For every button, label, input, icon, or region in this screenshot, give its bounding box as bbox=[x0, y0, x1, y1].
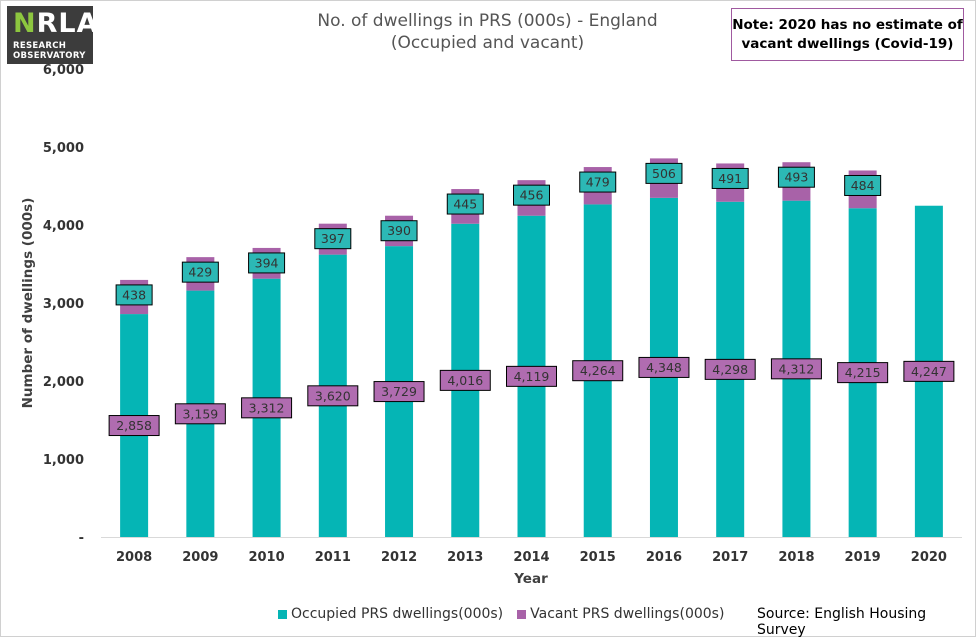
note-box: Note: 2020 has no estimate of vacant dwe… bbox=[731, 8, 964, 61]
data-label-vacant-2019: 484 bbox=[851, 178, 875, 193]
logo-line2: OBSERVATORY bbox=[13, 51, 86, 61]
nrla-logo: NRLA RESEARCH OBSERVATORY bbox=[7, 6, 98, 64]
label-box-occupied-2017 bbox=[704, 358, 756, 380]
legend-label-vacant: Vacant PRS dwellings(000s) bbox=[530, 606, 725, 622]
data-label-occupied-2015: 4,264 bbox=[580, 363, 616, 378]
y-tick-label: - bbox=[79, 531, 84, 546]
label-box-occupied-2011 bbox=[307, 385, 359, 407]
data-label-occupied-2011: 3,620 bbox=[315, 388, 351, 403]
x-tick-label-2019: 2019 bbox=[845, 550, 881, 565]
data-label-occupied-2010: 3,312 bbox=[249, 400, 285, 415]
title-line2: (Occupied and vacant) bbox=[390, 33, 585, 53]
bar-layer bbox=[120, 158, 943, 538]
label-box-vacant-2016 bbox=[645, 162, 683, 184]
y-tick-layer: - 1,000 2,000 3,000 4,000 5,000 6,000 bbox=[43, 63, 84, 546]
legend-label-occupied: Occupied PRS dwellings(000s) bbox=[291, 606, 504, 622]
x-tick-label-2016: 2016 bbox=[646, 550, 682, 565]
data-label-vacant-2018: 493 bbox=[784, 170, 808, 185]
y-tick-label: 6,000 bbox=[43, 63, 84, 78]
y-tick-label: 5,000 bbox=[43, 141, 84, 156]
legend-item-vacant: Vacant PRS dwellings(000s) bbox=[517, 606, 724, 622]
data-label-vacant-2009: 429 bbox=[188, 265, 212, 280]
x-tick-label-2008: 2008 bbox=[116, 550, 152, 565]
data-label-vacant-2015: 479 bbox=[586, 175, 610, 190]
label-box-vacant-2015 bbox=[579, 171, 617, 193]
label-box-occupied-2018 bbox=[770, 358, 822, 380]
label-box-occupied-2014 bbox=[506, 365, 557, 387]
data-label-occupied-2019: 4,215 bbox=[845, 365, 881, 380]
label-box-vacant-2013 bbox=[446, 193, 484, 215]
data-label-occupied-2012: 3,729 bbox=[381, 384, 417, 399]
label-box-vacant-2018 bbox=[777, 166, 815, 188]
x-tick-label-2018: 2018 bbox=[778, 550, 814, 565]
label-box-occupied-2013 bbox=[439, 369, 491, 391]
source-note: Source: English Housing Survey bbox=[757, 606, 927, 638]
x-tick-label-2014: 2014 bbox=[513, 550, 549, 565]
label-box-occupied-2019 bbox=[837, 362, 889, 384]
data-label-vacant-2013: 445 bbox=[453, 197, 477, 212]
data-label-vacant-2014: 456 bbox=[520, 188, 544, 203]
label-box-occupied-2016 bbox=[638, 356, 690, 378]
legend-item-occupied: Occupied PRS dwellings(000s) bbox=[278, 606, 503, 622]
y-axis-title: Number of dwellings (000s) bbox=[20, 198, 36, 409]
x-tick-label-2011: 2011 bbox=[315, 550, 351, 565]
legend-swatch-occupied bbox=[278, 609, 287, 619]
note-line1: Note: 2020 has no estimate of bbox=[732, 16, 963, 33]
x-tick-label-2009: 2009 bbox=[182, 550, 218, 565]
x-tick-label-2013: 2013 bbox=[447, 550, 483, 565]
x-tick-label-2012: 2012 bbox=[381, 550, 417, 565]
note-line2: vacant dwellings (Covid-19) bbox=[741, 35, 954, 52]
label-box-occupied-2010 bbox=[241, 397, 293, 419]
label-box-vacant-2019 bbox=[844, 174, 882, 196]
legend-swatch-vacant bbox=[517, 609, 527, 619]
chart-title: No. of dwellings in PRS (000s) - England… bbox=[250, 10, 725, 54]
label-box-vacant-2012 bbox=[380, 220, 418, 242]
label-box-occupied-2008 bbox=[108, 415, 160, 437]
logo-mark: NRLA bbox=[13, 8, 99, 39]
x-tick-label-2017: 2017 bbox=[712, 550, 748, 565]
y-tick-label: 4,000 bbox=[43, 219, 84, 234]
label-box-occupied-2015 bbox=[572, 360, 624, 382]
data-label-vacant-2008: 438 bbox=[122, 287, 146, 302]
x-tick-label-2015: 2015 bbox=[580, 550, 616, 565]
data-label-occupied-2016: 4,348 bbox=[646, 360, 682, 375]
logo-line1: RESEARCH bbox=[13, 41, 67, 51]
y-tick-label: 2,000 bbox=[43, 375, 84, 390]
data-label-vacant-2017: 491 bbox=[718, 171, 742, 186]
data-label-occupied-2017: 4,298 bbox=[712, 362, 748, 377]
title-line1: No. of dwellings in PRS (000s) - England bbox=[317, 11, 658, 31]
data-label-occupied-2009: 3,159 bbox=[182, 406, 218, 421]
x-axis-title: Year bbox=[513, 571, 548, 587]
label-box-occupied-2012 bbox=[373, 381, 425, 403]
data-label-vacant-2012: 390 bbox=[387, 223, 411, 238]
x-tick-label-2010: 2010 bbox=[248, 550, 284, 565]
x-tick-layer: 2008 2009 2010 2011 2012 2013 2014 2015 2016 2017… bbox=[116, 550, 947, 565]
data-label-occupied-2018: 4,312 bbox=[779, 361, 815, 376]
data-label-layer: 2,858 438 3,159 429 3,312 394 3,620 397 3,729 390… bbox=[108, 162, 955, 437]
data-label-occupied-2008: 2,858 bbox=[116, 418, 152, 433]
legend: Occupied PRS dwellings(000s) Vacant PRS … bbox=[278, 606, 738, 622]
label-box-occupied-2020 bbox=[903, 360, 955, 382]
label-box-vacant-2014 bbox=[513, 184, 550, 206]
data-label-vacant-2011: 397 bbox=[321, 231, 345, 246]
data-label-vacant-2010: 394 bbox=[255, 255, 279, 270]
y-tick-label: 1,000 bbox=[43, 453, 84, 468]
label-box-vacant-2008 bbox=[115, 284, 153, 306]
label-box-vacant-2017 bbox=[711, 167, 749, 189]
data-label-occupied-2013: 4,016 bbox=[447, 373, 483, 388]
data-label-vacant-2016: 506 bbox=[652, 166, 676, 181]
x-tick-label-2020: 2020 bbox=[911, 550, 947, 565]
label-box-vacant-2011 bbox=[314, 228, 352, 250]
label-box-vacant-2010 bbox=[248, 252, 286, 274]
y-tick-label: 3,000 bbox=[43, 297, 84, 312]
label-box-occupied-2009 bbox=[174, 403, 226, 425]
label-box-vacant-2009 bbox=[181, 261, 219, 283]
data-label-occupied-2020: 4,247 bbox=[911, 364, 947, 379]
data-label-occupied-2014: 4,119 bbox=[514, 369, 550, 384]
